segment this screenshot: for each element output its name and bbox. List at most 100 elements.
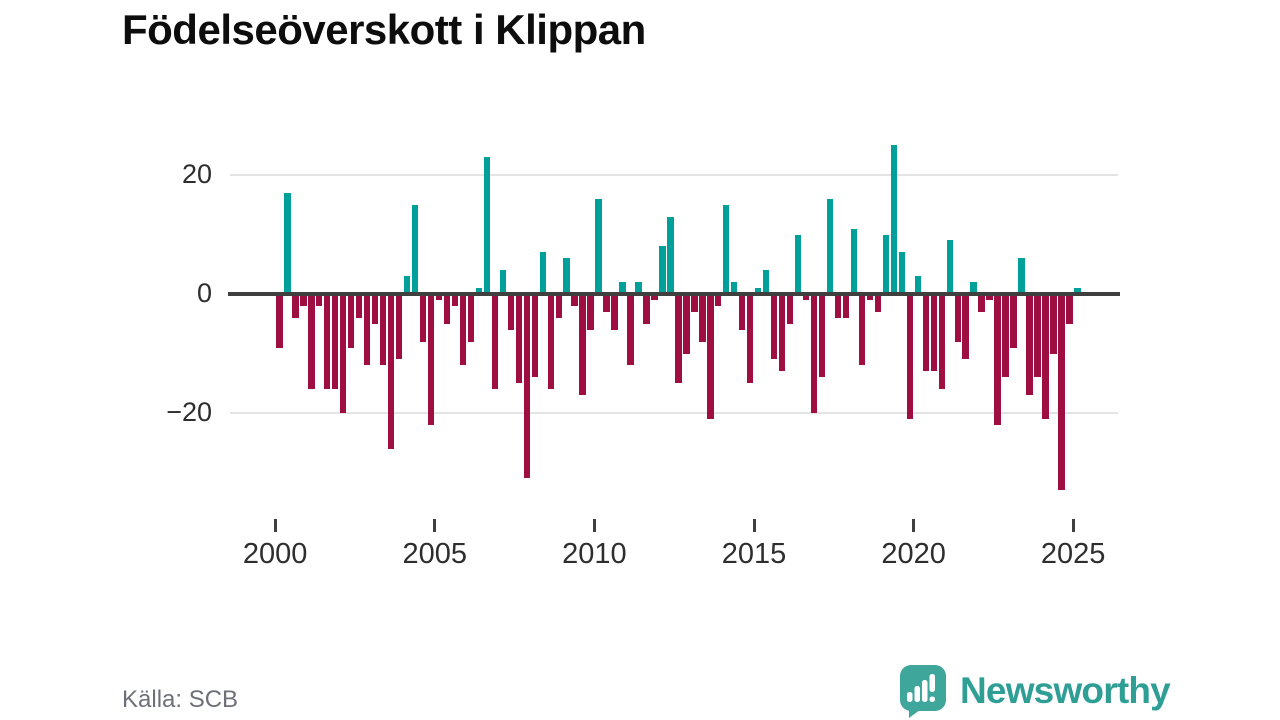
bar: [403, 276, 411, 294]
bar: [938, 294, 945, 390]
bar: [363, 294, 371, 366]
bar: [1034, 294, 1041, 378]
bar: [459, 294, 467, 366]
bar: [1050, 294, 1057, 354]
bar: [802, 294, 810, 300]
bar: [332, 294, 339, 390]
bar: [826, 198, 834, 294]
bar: [467, 294, 475, 342]
newsworthy-bubble-icon: [900, 665, 946, 718]
x-axis-tick-2005: [433, 519, 437, 532]
bar: [1026, 294, 1033, 396]
bar: [531, 294, 538, 378]
gridline-y--20: [230, 412, 1118, 414]
bar: [443, 294, 451, 324]
bar: [619, 282, 626, 294]
bar: [834, 294, 842, 318]
y-axis-label: 0: [196, 278, 212, 308]
bar: [523, 294, 530, 479]
bar: [419, 294, 427, 342]
bar: [515, 294, 522, 384]
y-axis-label: 20: [181, 159, 212, 189]
x-axis-label: 2005: [402, 538, 468, 570]
bar: [890, 145, 898, 294]
bar: [970, 282, 977, 294]
bar: [946, 240, 953, 294]
bar: [922, 294, 929, 372]
bar: [635, 282, 642, 294]
bar: [842, 294, 850, 318]
bar: [699, 294, 706, 342]
bar: [978, 294, 985, 312]
bar: [731, 282, 738, 294]
bar: [292, 294, 299, 318]
bar: [930, 294, 937, 372]
bar: [451, 294, 459, 306]
gridline-y-20: [230, 174, 1118, 176]
bar: [1002, 294, 1009, 378]
bar: [675, 294, 682, 384]
bar: [962, 294, 969, 360]
x-axis-label: 2025: [1040, 538, 1106, 570]
bar: [914, 276, 921, 294]
x-axis-tick-2015: [752, 519, 756, 532]
chart-title: Födelseöverskott i Klippan: [122, 6, 646, 53]
bar: [691, 294, 698, 312]
bar: [747, 294, 754, 384]
bar: [356, 294, 363, 318]
x-axis-tick-2000: [273, 519, 277, 532]
bar: [571, 294, 578, 306]
bar: [882, 234, 890, 294]
bar: [786, 294, 794, 324]
bar: [762, 270, 770, 294]
bar: [563, 258, 570, 294]
y-axis-label: −20: [166, 397, 212, 427]
bar: [348, 294, 355, 348]
bar: [667, 216, 674, 294]
bar: [1066, 294, 1073, 324]
x-axis-tick-2025: [1071, 519, 1075, 532]
bar: [411, 204, 419, 294]
bar: [499, 270, 507, 294]
x-axis-tick-2010: [592, 519, 596, 532]
bar: [507, 294, 514, 330]
bar: [491, 294, 499, 390]
x-axis-label: 2015: [721, 538, 787, 570]
bar: [379, 294, 387, 366]
bar: [427, 294, 435, 425]
newsworthy-wordmark: Newsworthy: [960, 670, 1171, 711]
bar: [316, 294, 323, 306]
bar: [659, 246, 666, 294]
bar: [603, 294, 610, 312]
bar: [850, 228, 858, 294]
bar: [276, 294, 283, 348]
newsworthy-logo: Newsworthy: [898, 663, 1171, 719]
bar: [627, 294, 634, 366]
bar: [954, 294, 961, 342]
bar: [284, 192, 291, 294]
bar: [300, 294, 307, 306]
bar: [707, 294, 714, 419]
x-axis-label: 2020: [881, 538, 946, 570]
bar: [898, 252, 906, 294]
bar: [778, 294, 786, 372]
bar: [866, 294, 874, 300]
bar: [770, 294, 778, 360]
bar: [555, 294, 562, 318]
bar: [858, 294, 866, 366]
bar: [1018, 258, 1025, 294]
bar: [818, 294, 826, 378]
bar: [1058, 294, 1065, 491]
bar: [794, 234, 802, 294]
bar: [906, 294, 913, 419]
bar: [308, 294, 315, 390]
bar: [340, 294, 347, 413]
x-axis-label: 2000: [242, 538, 308, 570]
bar: [986, 294, 993, 300]
bar: [395, 294, 403, 360]
bar: [1042, 294, 1049, 419]
bar: [683, 294, 690, 354]
bar: [994, 294, 1001, 425]
